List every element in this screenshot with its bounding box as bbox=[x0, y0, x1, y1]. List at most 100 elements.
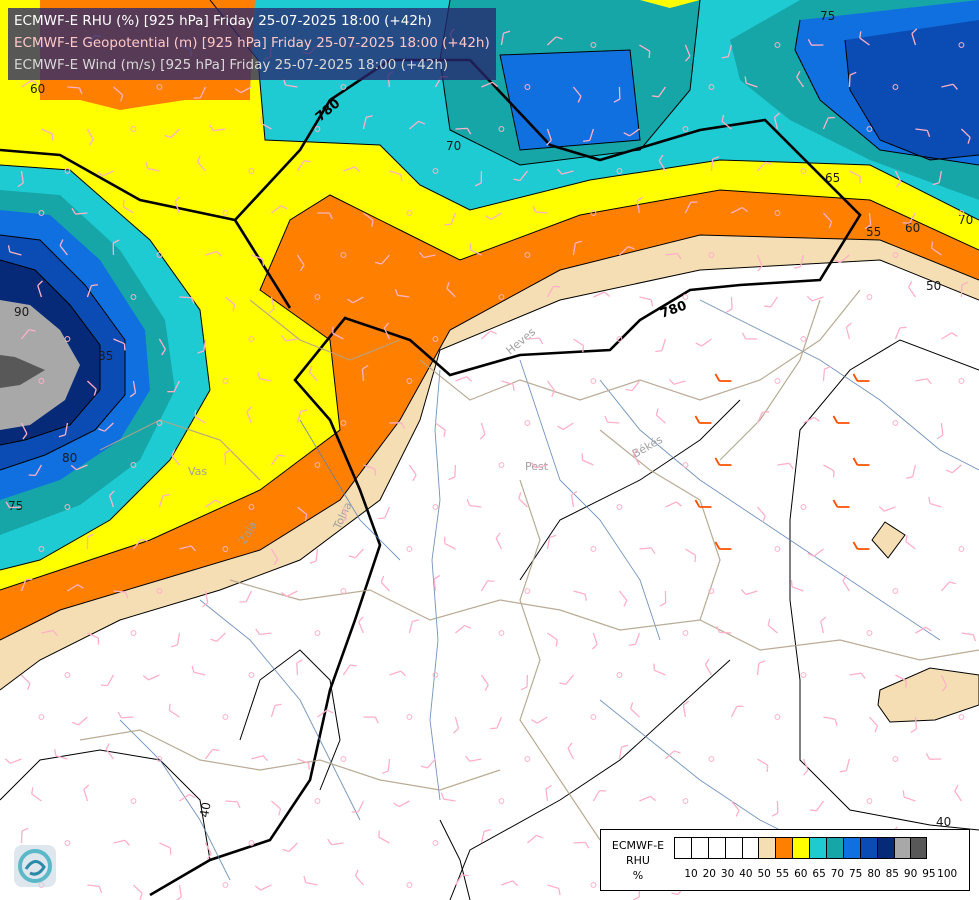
wind-barb bbox=[20, 422, 28, 440]
wind-barb bbox=[158, 493, 170, 508]
rhu-label: 75 bbox=[8, 499, 23, 513]
legend-tick-label: 55 bbox=[775, 868, 790, 880]
wind-barb bbox=[958, 378, 965, 384]
wind-barb bbox=[940, 581, 956, 592]
wind-barb bbox=[630, 702, 640, 718]
legend-swatch bbox=[893, 837, 911, 859]
wind-barb bbox=[28, 464, 42, 477]
wind-barb bbox=[406, 210, 413, 216]
wind-barb bbox=[756, 411, 770, 424]
wind-barb bbox=[546, 285, 560, 298]
wind-barb bbox=[894, 170, 902, 188]
wind-barb bbox=[179, 545, 196, 552]
wind-barb bbox=[582, 128, 595, 143]
wind-barb bbox=[383, 322, 391, 340]
wind-barb bbox=[716, 625, 732, 634]
wind-barb bbox=[191, 665, 206, 676]
legend-swatch bbox=[724, 837, 742, 859]
wind-barb bbox=[763, 296, 778, 308]
rhu-label: 40 bbox=[936, 815, 951, 829]
wind-barb bbox=[581, 453, 594, 466]
wind-barb bbox=[156, 588, 163, 594]
wind-barb bbox=[591, 632, 598, 650]
wind-barb bbox=[721, 114, 732, 130]
wind-barb bbox=[296, 659, 303, 676]
wind-barb bbox=[194, 410, 206, 424]
wind-barb bbox=[164, 128, 180, 139]
wind-barb bbox=[546, 534, 557, 550]
wind-barb bbox=[469, 243, 482, 256]
wind-barb bbox=[480, 580, 495, 592]
legend-tick-label: 40 bbox=[739, 868, 753, 880]
wind-barb bbox=[389, 670, 407, 677]
wind-barb bbox=[340, 84, 347, 90]
wind-barb bbox=[618, 590, 628, 607]
wind-barb bbox=[639, 547, 656, 555]
wind-barb bbox=[296, 409, 308, 424]
wind-barb bbox=[64, 168, 71, 174]
wind-barb bbox=[524, 252, 531, 258]
wind-barb bbox=[793, 254, 805, 269]
wind-barb bbox=[193, 86, 207, 99]
wind-barb bbox=[721, 44, 733, 59]
wind-barb bbox=[248, 168, 255, 174]
wind-barb bbox=[41, 128, 54, 141]
wind-barb bbox=[251, 254, 265, 266]
wind-barb bbox=[530, 462, 548, 469]
wind-barb bbox=[455, 127, 472, 135]
wind-barb bbox=[132, 884, 143, 900]
wind-barb bbox=[448, 464, 457, 481]
wind-barb bbox=[98, 422, 114, 432]
wind-barb bbox=[268, 296, 275, 314]
legend-tick-label: 100 bbox=[937, 868, 958, 880]
wind-barb bbox=[282, 842, 298, 853]
wind-barb bbox=[513, 170, 528, 182]
wind-barb bbox=[455, 624, 472, 634]
wind-barb bbox=[740, 589, 758, 596]
wind-barb bbox=[389, 422, 406, 430]
wind-barb bbox=[70, 464, 88, 471]
wind-barb bbox=[925, 752, 942, 760]
wind-barb bbox=[204, 842, 212, 860]
legend-swatch bbox=[826, 837, 843, 859]
wind-barb bbox=[774, 714, 781, 720]
wind-barb bbox=[859, 31, 870, 46]
wind-barb bbox=[518, 492, 528, 508]
wind-barb bbox=[636, 196, 643, 214]
wind-barb bbox=[86, 128, 94, 146]
legend-swatch bbox=[775, 837, 793, 859]
wind-barb bbox=[800, 504, 807, 510]
wind-barb bbox=[130, 126, 137, 132]
wind-barb bbox=[432, 336, 439, 342]
wind-barb bbox=[440, 792, 456, 802]
wind-barb bbox=[546, 380, 556, 397]
wind-barb bbox=[37, 280, 43, 298]
wind-barb bbox=[340, 588, 347, 594]
wind-barb bbox=[380, 575, 390, 592]
wind-barb bbox=[433, 574, 441, 592]
wind-barb bbox=[714, 541, 732, 550]
wind-barb bbox=[171, 449, 180, 466]
wind-barb bbox=[524, 756, 531, 762]
rhu-yellow-top bbox=[640, 0, 700, 8]
county-borders bbox=[79, 289, 979, 841]
wind-barb bbox=[130, 294, 137, 300]
wind-barb bbox=[86, 380, 97, 396]
wind-barb bbox=[807, 38, 824, 46]
rhu-label: 75 bbox=[820, 9, 835, 23]
wind-barb bbox=[224, 449, 232, 466]
wind-barb bbox=[270, 548, 279, 566]
wind-barb bbox=[730, 705, 744, 718]
wind-barb bbox=[129, 380, 137, 398]
rhu-label: 85 bbox=[98, 349, 113, 363]
wind-barb bbox=[363, 716, 379, 724]
wind-barb bbox=[559, 674, 574, 685]
wind-barb bbox=[833, 254, 850, 264]
wind-barb bbox=[358, 616, 365, 634]
rhu-band-95-west bbox=[0, 355, 45, 388]
wind-barb bbox=[809, 800, 824, 812]
wind-barb bbox=[520, 674, 529, 691]
wind-barb bbox=[557, 422, 574, 431]
wind-barb bbox=[573, 590, 588, 601]
wind-barb bbox=[822, 116, 835, 130]
